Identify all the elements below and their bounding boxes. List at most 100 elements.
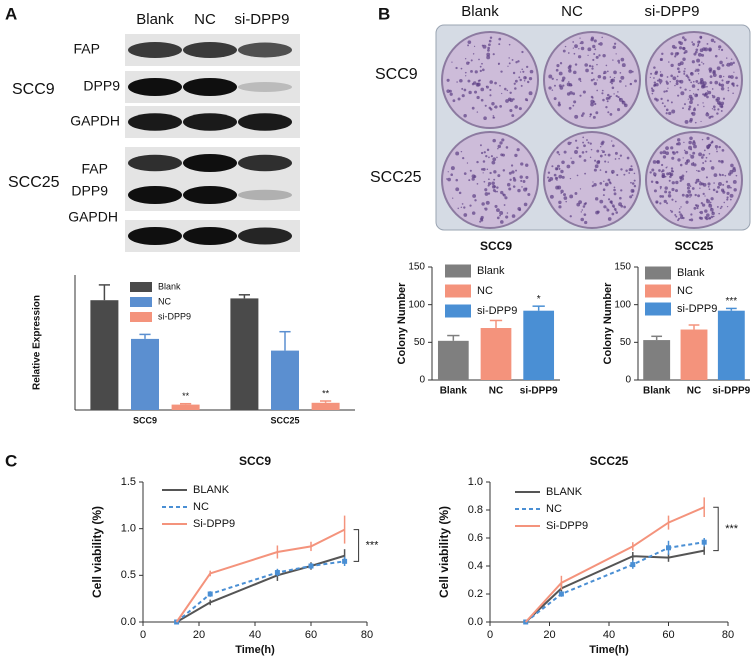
colony <box>563 150 567 154</box>
colony <box>486 55 491 60</box>
colony <box>670 63 674 68</box>
colony <box>613 192 617 196</box>
colony <box>659 82 662 85</box>
marker <box>630 562 636 568</box>
colony <box>611 212 615 216</box>
colony <box>519 78 522 82</box>
colony <box>476 82 481 87</box>
colony <box>659 151 663 155</box>
colony <box>502 193 505 196</box>
colony <box>720 48 724 52</box>
colony <box>710 207 714 212</box>
colony <box>730 186 732 189</box>
colony <box>469 204 472 207</box>
colony <box>577 55 582 59</box>
colony <box>683 149 686 152</box>
x-tick-label: 80 <box>722 629 734 641</box>
colony <box>591 65 594 68</box>
colony <box>499 141 503 145</box>
colony <box>671 156 675 160</box>
colony <box>558 174 563 179</box>
colony <box>487 46 490 50</box>
colony <box>651 168 655 172</box>
colony <box>682 107 684 110</box>
colony <box>587 47 592 52</box>
colony <box>702 161 705 164</box>
x-tick-label: 40 <box>249 629 261 641</box>
colony <box>589 115 591 118</box>
colony <box>567 65 572 70</box>
colony <box>493 178 496 181</box>
colony <box>479 69 482 73</box>
colony <box>650 72 653 75</box>
legend-label: NC <box>546 503 562 515</box>
colony <box>525 65 529 69</box>
colony <box>573 100 577 104</box>
colony <box>514 87 517 90</box>
colony <box>692 141 696 146</box>
colony <box>607 111 610 114</box>
bar <box>90 300 119 410</box>
colony <box>661 195 665 198</box>
colony <box>654 71 658 76</box>
colony <box>490 155 493 158</box>
colony <box>676 138 681 142</box>
colony <box>561 175 565 179</box>
x-tick-label: 40 <box>603 629 615 641</box>
colony <box>558 200 562 205</box>
colony <box>659 185 662 189</box>
colony <box>455 178 459 182</box>
colony <box>507 65 509 67</box>
colony <box>717 108 720 111</box>
colony <box>664 190 668 194</box>
colony <box>562 49 566 53</box>
colony <box>580 41 584 45</box>
colony <box>717 185 720 189</box>
marker <box>701 539 707 545</box>
colony <box>602 53 606 58</box>
colony <box>732 92 734 95</box>
colony <box>569 215 572 218</box>
colony <box>702 153 705 157</box>
colony <box>461 94 465 98</box>
colony <box>610 202 613 205</box>
colony <box>611 86 615 90</box>
colony <box>476 95 480 100</box>
bar <box>480 328 512 380</box>
colony <box>483 180 486 183</box>
colony <box>584 220 588 225</box>
colony <box>617 108 621 112</box>
colony <box>606 207 608 209</box>
colony <box>702 81 707 86</box>
colony <box>470 69 473 73</box>
colony <box>655 180 659 184</box>
colony <box>710 197 714 201</box>
colony <box>492 188 496 192</box>
colony <box>509 108 513 113</box>
colony <box>674 55 677 58</box>
colony <box>697 104 699 106</box>
colony <box>483 116 487 121</box>
colony <box>511 170 515 174</box>
colony <box>465 75 467 77</box>
colony <box>653 189 657 193</box>
colony <box>730 58 733 60</box>
row-label: FAP <box>82 161 108 177</box>
colony <box>607 217 612 221</box>
colony <box>593 53 596 56</box>
colony <box>631 194 634 197</box>
colony <box>593 82 597 86</box>
colony <box>607 161 609 163</box>
colony <box>714 54 718 58</box>
colony <box>521 50 524 54</box>
colony <box>470 59 473 62</box>
colony <box>613 206 615 208</box>
colony <box>501 138 505 142</box>
colony <box>683 38 687 42</box>
y-tick-label: 0.5 <box>121 569 136 581</box>
marker <box>207 591 213 597</box>
colony <box>525 163 529 167</box>
y-axis-label: Relative Expression <box>32 295 43 390</box>
colony <box>671 198 674 201</box>
colony <box>479 220 482 223</box>
